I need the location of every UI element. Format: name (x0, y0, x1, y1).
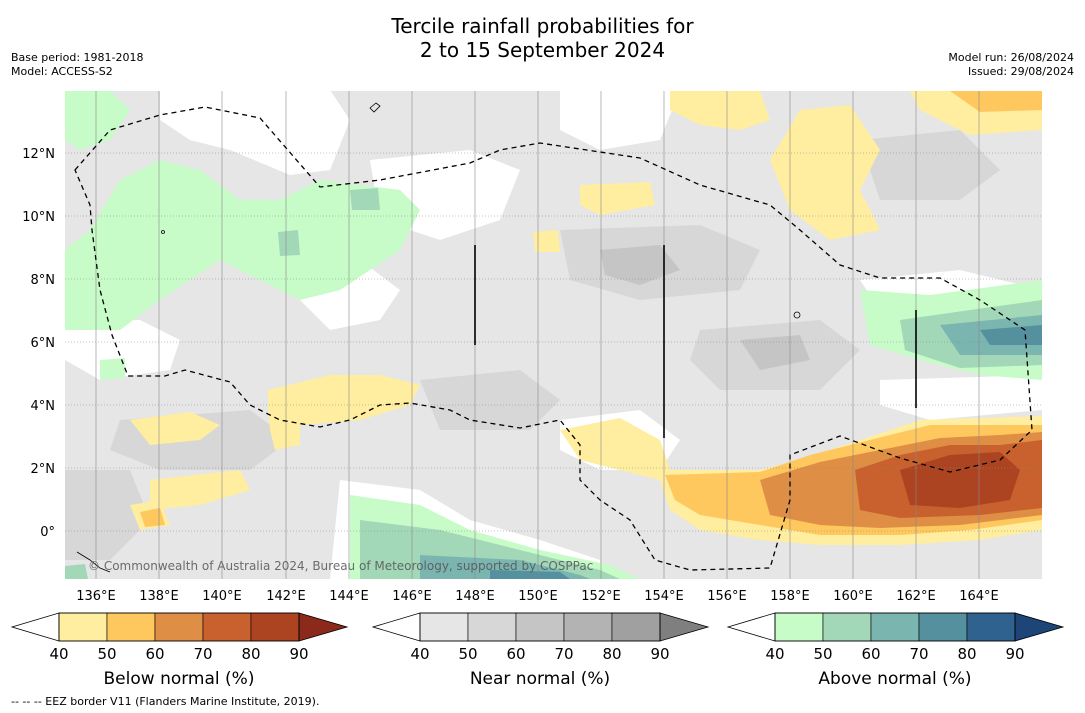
attribution-text: © Commonwealth of Australia 2024, Bureau… (88, 559, 593, 573)
colorbar-swatch (58, 612, 108, 642)
colorbar-swatch (822, 612, 872, 642)
lat-label: 10°N (22, 210, 55, 225)
eez-border (74, 106, 1033, 571)
colorbar-tick: 40 (410, 645, 429, 663)
lon-label: 158°E (770, 589, 810, 604)
colorbar-swatch (250, 612, 300, 642)
colorbar-tick: 60 (861, 645, 880, 663)
colorbar-outline (58, 612, 300, 642)
below-normal-80 (900, 452, 1020, 508)
colorbar-title: Below normal (%) (104, 669, 255, 689)
lon-label: 150°E (518, 589, 558, 604)
lat-label: 6°N (31, 336, 56, 351)
colorbar-tick: 50 (813, 645, 832, 663)
lat-label: 2°N (31, 462, 56, 477)
colorbar-title: Above normal (%) (818, 669, 971, 689)
colorbar-above-normal: 40 50 60 70 80 90 Above normal (%) (726, 612, 1065, 689)
colorbar-swatches (774, 612, 1016, 642)
colorbar-extend-high (1014, 612, 1065, 642)
colorbar-swatch (870, 612, 920, 642)
latitude-labels: 12°N 10°N 8°N 6°N 4°N 2°N 0° (22, 147, 55, 540)
meta-right: Model run: 26/08/2024 Issued: 29/08/2024 (948, 51, 1074, 79)
colorbar-swatch (774, 612, 824, 642)
colorbar-tick: 60 (145, 645, 164, 663)
lon-label: 152°E (581, 589, 621, 604)
colorbar-near-normal: 40 50 60 70 80 90 Near normal (%) (371, 612, 710, 689)
colorbar-tick: 90 (1005, 645, 1024, 663)
lon-label: 144°E (329, 589, 369, 604)
colorbar-tick: 60 (506, 645, 525, 663)
colorbar-outline (419, 612, 661, 642)
colorbar-tick: 50 (458, 645, 477, 663)
base-period-text: Base period: 1981-2018 (11, 51, 144, 64)
map-plot: © Commonwealth of Australia 2024, Bureau… (65, 91, 1042, 579)
colorbar-swatch (467, 612, 517, 642)
colorbar-extend-low (371, 612, 421, 642)
colorbar-extend-low (726, 612, 776, 642)
colorbar-tick: 40 (49, 645, 68, 663)
lon-label: 142°E (266, 589, 306, 604)
map-title-line1: Tercile rainfall probabilities for (391, 14, 694, 38)
model-run-text: Model run: 26/08/2024 (948, 51, 1074, 64)
longitude-labels: 136°E 138°E 140°E 142°E 144°E 146°E 148°… (76, 589, 999, 604)
lon-label: 160°E (833, 589, 873, 604)
islands (76, 102, 801, 573)
colorbar-below-normal: 40 50 60 70 80 90 Below normal (%) (10, 612, 349, 689)
colorbar-swatch (106, 612, 156, 642)
colorbar-extend-high (659, 612, 710, 642)
issued-text: Issued: 29/08/2024 (967, 65, 1074, 78)
meta-left: Base period: 1981-2018 Model: ACCESS-S2 (11, 51, 143, 79)
lat-label: 4°N (31, 399, 56, 414)
gridlines (65, 91, 1042, 579)
map-title-line2: 2 to 15 September 2024 (419, 38, 666, 62)
lon-label: 154°E (644, 589, 684, 604)
colorbar-swatch (966, 612, 1016, 642)
colorbar-swatch (611, 612, 661, 642)
colorbar-title: Near normal (%) (470, 669, 610, 689)
colorbar-ticks: 40 50 60 70 80 90 (49, 645, 308, 663)
colorbar-swatch (202, 612, 252, 642)
lon-label: 136°E (76, 589, 116, 604)
colorbar-tick: 70 (909, 645, 928, 663)
lon-label: 164°E (959, 589, 999, 604)
colorbar-swatch (563, 612, 613, 642)
colorbar-tick: 50 (97, 645, 116, 663)
lon-label: 146°E (392, 589, 432, 604)
colorbar-swatch (918, 612, 968, 642)
colorbar-extend-low (10, 612, 60, 642)
colorbar-tick: 80 (602, 645, 621, 663)
above-normal-70 (490, 325, 1042, 579)
colorbar-extend-high (298, 612, 349, 642)
eez-legend-text: -- -- -- EEZ border V11 (Flanders Marine… (11, 695, 320, 708)
model-text: Model: ACCESS-S2 (11, 65, 113, 78)
near-normal-60 (600, 245, 810, 370)
colorbar-swatch (419, 612, 469, 642)
boundary-lines (474, 245, 917, 438)
colorbar-tick: 70 (554, 645, 573, 663)
colorbar-tick: 70 (193, 645, 212, 663)
colorbar-ticks: 40 50 60 70 80 90 (765, 645, 1024, 663)
colorbar-tick: 80 (241, 645, 260, 663)
colorbar-swatches (58, 612, 300, 642)
colorbar-tick: 40 (765, 645, 784, 663)
colorbar-swatches (419, 612, 661, 642)
colorbar-tick: 80 (957, 645, 976, 663)
lat-label: 0° (40, 525, 55, 540)
colorbar-tick: 90 (289, 645, 308, 663)
colorbar-outline (774, 612, 1016, 642)
colorbar-tick: 90 (650, 645, 669, 663)
lon-label: 156°E (707, 589, 747, 604)
lat-label: 8°N (31, 273, 56, 288)
lon-label: 138°E (139, 589, 179, 604)
lat-label: 12°N (22, 147, 55, 162)
lon-label: 148°E (455, 589, 495, 604)
lon-label: 140°E (202, 589, 242, 604)
colorbar-swatch (515, 612, 565, 642)
colorbar-swatch (154, 612, 204, 642)
colorbar-ticks: 40 50 60 70 80 90 (410, 645, 669, 663)
lon-label: 162°E (896, 589, 936, 604)
